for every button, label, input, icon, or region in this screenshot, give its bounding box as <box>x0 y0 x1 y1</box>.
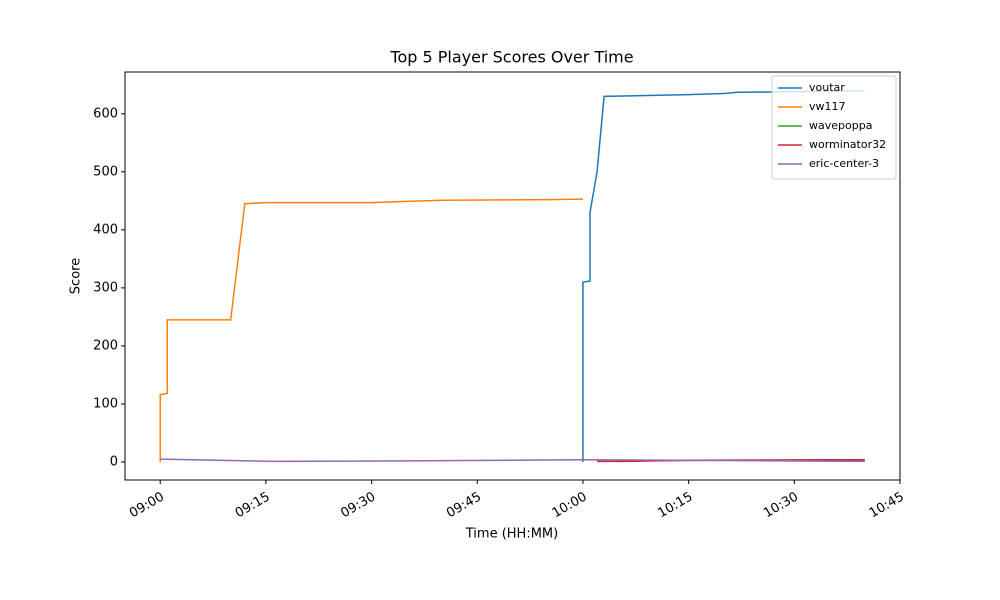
legend-label: worminator32 <box>809 138 886 151</box>
y-tick-label: 400 <box>93 222 118 237</box>
y-tick-label: 0 <box>110 455 118 470</box>
x-axis-label: Time (HH:MM) <box>465 527 558 542</box>
legend-label: eric-center-3 <box>809 157 879 170</box>
legend-label: wavepoppa <box>809 119 872 132</box>
legend-label: voutar <box>809 81 845 94</box>
series-line <box>160 458 865 463</box>
series-line <box>582 89 865 463</box>
plot-frame <box>124 71 901 481</box>
series-line <box>159 198 583 463</box>
y-tick-label: 500 <box>93 164 118 179</box>
y-axis-label: Score <box>69 258 84 294</box>
y-tick-label: 200 <box>93 338 118 353</box>
chart-title: Top 5 Player Scores Over Time <box>389 48 633 67</box>
legend-label: vw117 <box>809 100 846 113</box>
y-tick-label: 300 <box>93 280 118 295</box>
legend-box <box>771 75 897 180</box>
legend: voutar vw117 wavepoppa worminator32 eric-cen… <box>771 75 897 180</box>
y-tick-label: 600 <box>93 106 118 121</box>
y-tick-label: 100 <box>93 396 118 411</box>
